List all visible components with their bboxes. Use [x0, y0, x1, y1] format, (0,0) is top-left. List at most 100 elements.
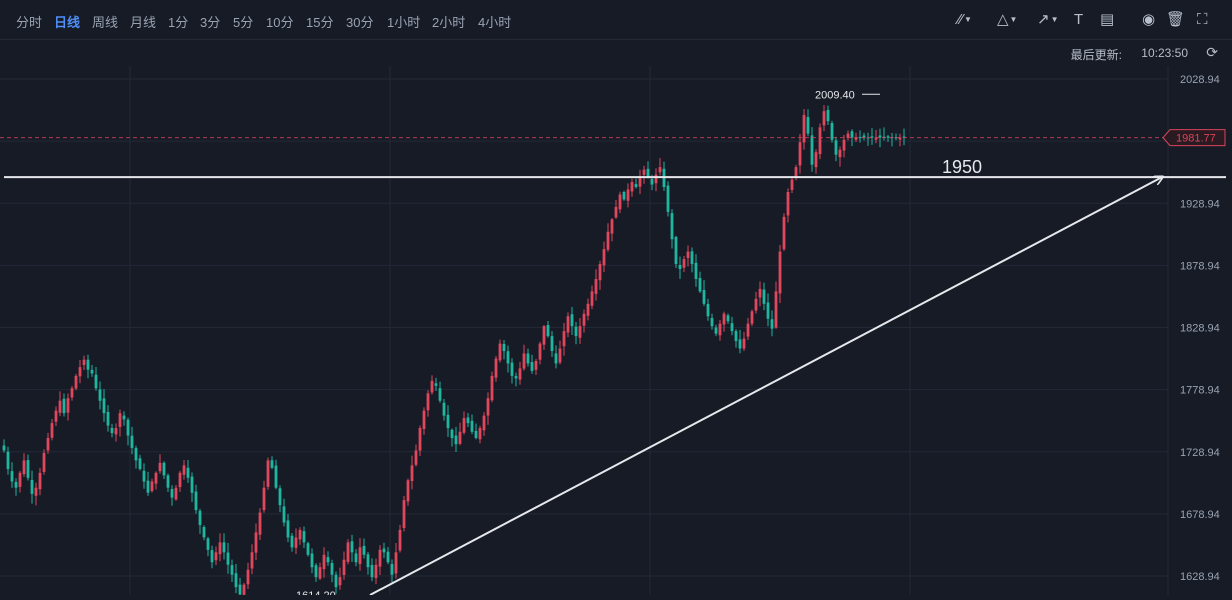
candle-body[interactable]	[210, 550, 214, 563]
candle-body[interactable]	[106, 411, 110, 426]
candle-body[interactable]	[42, 452, 46, 472]
candle-body[interactable]	[294, 537, 298, 548]
candle-body[interactable]	[182, 465, 186, 475]
period-tab[interactable]: 10分	[266, 15, 294, 30]
candle-body[interactable]	[398, 529, 402, 551]
candle-body[interactable]	[22, 460, 26, 475]
candle-body[interactable]	[242, 584, 246, 595]
candle-body[interactable]	[74, 375, 78, 389]
candle-body[interactable]	[126, 419, 130, 436]
candle-body[interactable]	[482, 415, 486, 431]
candle-body[interactable]	[382, 548, 386, 553]
candle-body[interactable]	[886, 136, 890, 138]
candle-body[interactable]	[278, 488, 282, 506]
candle-body[interactable]	[258, 512, 262, 535]
candle-body[interactable]	[146, 480, 150, 493]
candle-body[interactable]	[742, 338, 746, 349]
candle-body[interactable]	[226, 552, 230, 565]
candle-body[interactable]	[590, 291, 594, 306]
candle-body[interactable]	[650, 178, 654, 185]
candle-body[interactable]	[262, 487, 266, 511]
candle-body[interactable]	[90, 369, 94, 374]
candle-body[interactable]	[634, 184, 638, 188]
candle-body[interactable]	[642, 169, 646, 175]
arrow-tool-icon[interactable]: ↗▼	[1037, 11, 1059, 28]
candle-body[interactable]	[518, 368, 522, 380]
candle-body[interactable]	[874, 137, 878, 140]
candle-body[interactable]	[846, 133, 850, 138]
candle-body[interactable]	[562, 331, 566, 347]
candle-body[interactable]	[194, 491, 198, 511]
candle-body[interactable]	[674, 236, 678, 265]
fullscreen-icon[interactable]: ⛶	[1197, 11, 1208, 28]
candle-body[interactable]	[302, 531, 306, 543]
candle-body[interactable]	[10, 471, 14, 482]
candle-body[interactable]	[550, 336, 554, 352]
candle-body[interactable]	[618, 194, 622, 210]
candle-body[interactable]	[470, 420, 474, 432]
candle-body[interactable]	[606, 231, 610, 250]
candle-body[interactable]	[434, 383, 438, 386]
candle-body[interactable]	[250, 552, 254, 569]
candle-body[interactable]	[410, 465, 414, 482]
candle-body[interactable]	[770, 319, 774, 329]
candle-body[interactable]	[626, 189, 630, 201]
candle-body[interactable]	[754, 298, 758, 311]
period-tab[interactable]: 分时	[16, 15, 43, 30]
candle-body[interactable]	[534, 360, 538, 370]
candle-body[interactable]	[730, 323, 734, 332]
candle-body[interactable]	[450, 429, 454, 439]
candle-body[interactable]	[274, 465, 278, 488]
candle-body[interactable]	[678, 264, 682, 270]
candle-body[interactable]	[154, 472, 158, 484]
candle-body[interactable]	[406, 480, 410, 502]
candle-body[interactable]	[134, 448, 138, 461]
refresh-icon[interactable]: ⟳	[1206, 44, 1218, 60]
candle-body[interactable]	[350, 541, 354, 553]
candle-body[interactable]	[198, 510, 202, 525]
candle-body[interactable]	[654, 174, 658, 184]
period-tab[interactable]: 3分	[200, 15, 221, 30]
candle-body[interactable]	[358, 547, 362, 564]
candle-body[interactable]	[290, 535, 294, 548]
candle-body[interactable]	[58, 400, 62, 413]
candle-body[interactable]	[706, 303, 710, 317]
candle-body[interactable]	[142, 470, 146, 482]
candle-body[interactable]	[638, 177, 642, 187]
text-tool-icon[interactable]: T	[1074, 11, 1084, 28]
candle-body[interactable]	[690, 251, 694, 265]
candle-body[interactable]	[814, 152, 818, 168]
candle-body[interactable]	[854, 137, 858, 140]
period-tab[interactable]: 5分	[233, 15, 254, 30]
candle-body[interactable]	[630, 182, 634, 192]
candle-body[interactable]	[166, 475, 170, 488]
candle-body[interactable]	[158, 462, 162, 472]
candle-body[interactable]	[698, 278, 702, 292]
candle-body[interactable]	[458, 431, 462, 444]
candle-body[interactable]	[110, 427, 114, 434]
candle-body[interactable]	[190, 476, 194, 493]
candle-body[interactable]	[2, 445, 6, 451]
candle-body[interactable]	[186, 467, 190, 478]
candle-body[interactable]	[378, 549, 382, 567]
period-tab[interactable]: 1分	[168, 15, 189, 30]
candle-body[interactable]	[390, 564, 394, 575]
candle-body[interactable]	[598, 264, 602, 281]
candle-body[interactable]	[174, 487, 178, 500]
shape-tool-icon[interactable]: △▼	[997, 11, 1018, 28]
candle-body[interactable]	[170, 489, 174, 498]
candle-body[interactable]	[34, 487, 38, 496]
candle-body[interactable]	[454, 435, 458, 445]
candle-body[interactable]	[218, 542, 222, 555]
candle-body[interactable]	[586, 303, 590, 316]
candle-body[interactable]	[430, 380, 434, 393]
candle-body[interactable]	[446, 414, 450, 429]
candle-body[interactable]	[498, 343, 502, 361]
candle-body[interactable]	[18, 472, 22, 487]
candle-body[interactable]	[462, 418, 466, 433]
candle-body[interactable]	[758, 288, 762, 298]
candle-body[interactable]	[798, 142, 802, 166]
candle-body[interactable]	[566, 316, 570, 333]
period-tab[interactable]: 2小时	[432, 15, 466, 30]
candle-body[interactable]	[722, 313, 726, 325]
